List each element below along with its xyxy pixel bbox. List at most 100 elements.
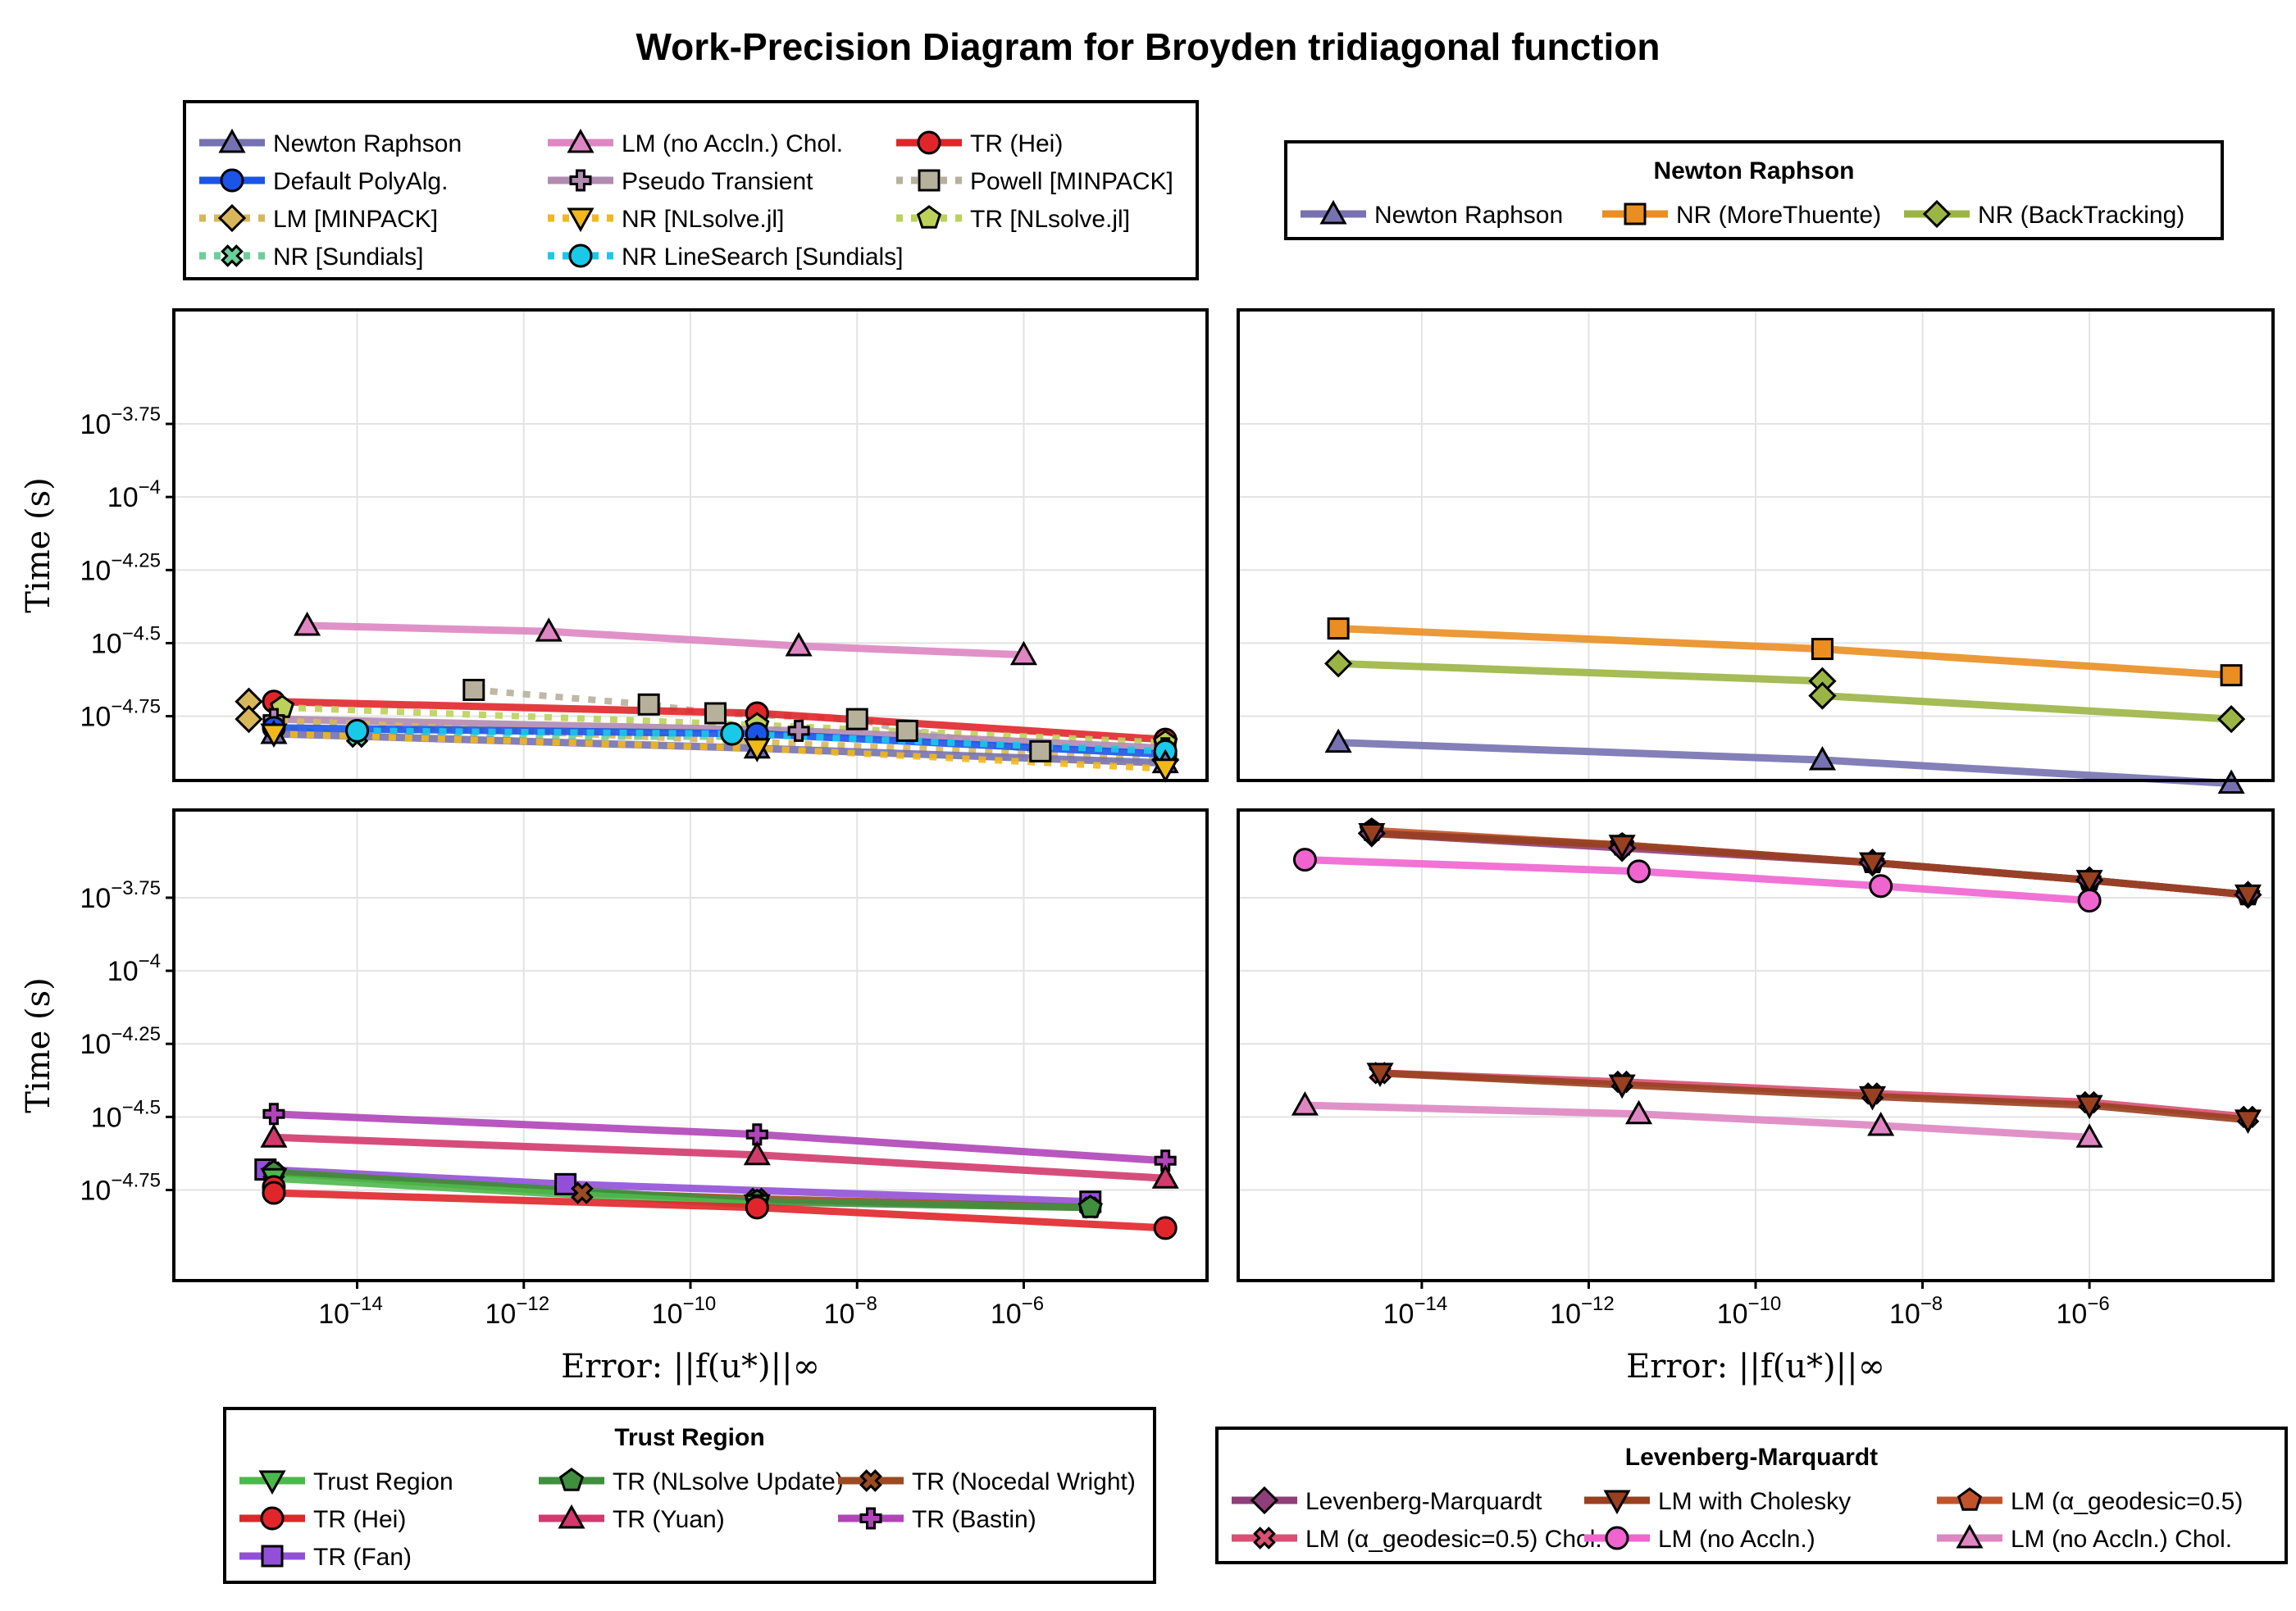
data-point-tr-nocedal-wright bbox=[571, 1181, 594, 1204]
data-point-powell-minpack bbox=[1029, 740, 1052, 762]
legend-main: Newton Raphson LM (no Accln.) Chol. TR (He… bbox=[183, 100, 1199, 280]
legend-item-nr-sundials: NR [Sundials] bbox=[199, 243, 423, 271]
data-point-powell-minpack bbox=[895, 719, 918, 742]
legend-marker-nr-morethuente bbox=[1624, 203, 1647, 225]
data-point-tr-bastin bbox=[262, 1103, 285, 1126]
data-point-lm-with-cholesky-chol bbox=[2075, 1094, 2103, 1120]
legend-item-nr-linesearch-sundials: NR LineSearch [Sundials] bbox=[548, 243, 904, 271]
x-axis-label: Error: ||f(u*)||∞ bbox=[561, 1348, 820, 1386]
legend-marker-tr-nlsolve-update bbox=[558, 1468, 585, 1491]
data-point-newton-raphson bbox=[1808, 745, 1836, 771]
legend-marker-lm-geodesic-0-5 bbox=[1957, 1487, 1983, 1511]
legend-item-tr-nlsolve-jl: TR [NLsolve.jl] bbox=[896, 205, 1130, 233]
data-point-lm-with-cholesky bbox=[1608, 835, 1636, 859]
series-line-tr-yuan bbox=[273, 1133, 1166, 1182]
panel-bottom-right: 10−14 10−12 10−10 10−8 10−6 Error: ||f(u*)||∞ bbox=[1237, 808, 2275, 1386]
data-point-lm-no-accln-chol bbox=[1291, 1091, 1319, 1116]
legend-marker-lm-no-accln-chol bbox=[1956, 1523, 1984, 1549]
data-point-lm-no-accln-chol bbox=[1009, 640, 1038, 666]
data-point-tr-yuan bbox=[743, 1140, 771, 1166]
y-tick-label: 10−4 bbox=[107, 950, 161, 987]
legend-label: TR (Hei) bbox=[313, 1506, 406, 1533]
y-tick-label: 10−4 bbox=[107, 476, 161, 513]
legend-item-trust-region: Trust Region bbox=[239, 1468, 453, 1495]
data-point-tr-hei bbox=[262, 1181, 286, 1205]
y-tick-label: 10−4.25 bbox=[80, 549, 161, 586]
legend-item-tr-nlsolve-update: TR (NLsolve Update) bbox=[539, 1468, 844, 1495]
y-axis-label: Time (s) bbox=[20, 477, 57, 613]
legend-frame bbox=[1284, 140, 2224, 240]
legend-label: LM (no Accln.) Chol. bbox=[2011, 1526, 2232, 1553]
y-tick-label: 10−4.25 bbox=[80, 1023, 161, 1060]
legend-item-newton-raphson: Newton Raphson bbox=[1301, 199, 1563, 229]
legend-label: NR [Sundials] bbox=[273, 243, 423, 271]
legend-item-tr-bastin: TR (Bastin) bbox=[838, 1506, 1036, 1533]
data-point-lm-no-accln-chol bbox=[1867, 1111, 1895, 1136]
data-point-lm-no-accln-chol bbox=[1624, 1099, 1653, 1125]
legend-marker-lm-no-accln bbox=[1605, 1526, 1629, 1550]
legend-item-tr-hei: TR (Hei) bbox=[896, 130, 1063, 157]
legend-label: Default PolyAlg. bbox=[273, 168, 448, 195]
legend-item-lm-minpack: LM [MINPACK] bbox=[199, 203, 438, 233]
legend-label: TR (Hei) bbox=[970, 130, 1063, 157]
data-point-newton-raphson bbox=[2217, 769, 2245, 794]
legend-item-lm-geodesic-0-5: LM (α_geodesic=0.5) bbox=[1937, 1487, 2243, 1515]
data-point-lm-with-cholesky-chol bbox=[1858, 1085, 1887, 1111]
series-line-nr-nlsolve-jl bbox=[273, 730, 1166, 772]
legend-marker-nr-nlsolve-jl bbox=[567, 207, 594, 233]
data-point-tr-yuan bbox=[1151, 1164, 1179, 1189]
legend-item-nr-nlsolve-jl: NR [NLsolve.jl] bbox=[548, 206, 784, 233]
x-axis-label: Error: ||f(u*)||∞ bbox=[1626, 1348, 1885, 1386]
x-tick-label: 10−6 bbox=[2056, 1293, 2109, 1330]
x-tick-label: 10−6 bbox=[991, 1293, 1044, 1330]
legend-title: Trust Region bbox=[614, 1424, 764, 1451]
data-point-nr-backtracking bbox=[1808, 681, 1837, 710]
data-point-lm-with-cholesky bbox=[2075, 870, 2103, 894]
legend-label: NR LineSearch [Sundials] bbox=[622, 243, 904, 271]
y-tick-label: 10−3.75 bbox=[80, 403, 161, 440]
legend-label: LM with Cholesky bbox=[1658, 1488, 1851, 1515]
data-point-lm-with-cholesky-chol bbox=[1608, 1074, 1636, 1099]
legend-frame bbox=[183, 100, 1199, 280]
series-line-lm-no-accln-chol bbox=[307, 621, 1024, 659]
data-point-pseudo-transient bbox=[787, 719, 810, 742]
legend-item-lm-geodesic-0-5-chol: LM (α_geodesic=0.5) Chol. bbox=[1232, 1526, 1602, 1553]
y-axis-label: Time (s) bbox=[20, 977, 57, 1113]
legend-marker-tr-yuan bbox=[558, 1504, 585, 1529]
series-line-nr-backtracking bbox=[1337, 659, 2232, 723]
y-tick-label: 10−3.75 bbox=[80, 877, 161, 914]
data-point-nr-nlsolve-jl bbox=[743, 738, 771, 762]
data-point-nr-linesearch-sundials bbox=[720, 721, 745, 746]
x-tick-label: 10−8 bbox=[824, 1293, 877, 1330]
legend-marker-nr-backtracking bbox=[1922, 199, 1952, 229]
legend-item-default-polyalg: Default PolyAlg. bbox=[199, 168, 448, 195]
legend-marker-lm-geodesic-0-5-chol bbox=[1253, 1527, 1276, 1550]
x-tick-label: 10−14 bbox=[318, 1293, 383, 1330]
legend-marker-nr-sundials bbox=[221, 244, 244, 267]
legend-marker-newton-raphson bbox=[1319, 199, 1347, 225]
legend-label: LM (α_geodesic=0.5) Chol. bbox=[1305, 1526, 1602, 1553]
data-point-tr-nlsolve-update bbox=[1077, 1195, 1103, 1218]
data-point-lm-with-cholesky bbox=[1358, 823, 1386, 848]
legend-item-pseudo-transient: Pseudo Transient bbox=[548, 168, 813, 195]
legend-label: NR (MoreThuente) bbox=[1676, 202, 1881, 229]
legend-label: Pseudo Transient bbox=[622, 168, 813, 195]
data-point-lm-no-accln-chol bbox=[294, 611, 321, 636]
data-point-powell-minpack bbox=[462, 678, 485, 701]
legend-marker-tr-nlsolve-jl bbox=[916, 205, 942, 229]
legend-item-lm-no-accln-chol: LM (no Accln.) Chol. bbox=[1937, 1523, 2232, 1553]
data-point-newton-raphson bbox=[1324, 728, 1352, 753]
legend-item-nr-backtracking: NR (BackTracking) bbox=[1904, 199, 2184, 229]
legend-label: Powell [MINPACK] bbox=[970, 168, 1173, 195]
data-point-lm-with-cholesky bbox=[1858, 852, 1887, 877]
x-tick-label: 10−10 bbox=[1717, 1293, 1782, 1330]
data-point-nr-linesearch-sundials bbox=[345, 718, 370, 743]
legend-marker-newton-raphson bbox=[218, 128, 246, 153]
series-line-trust-region bbox=[273, 1174, 758, 1208]
legend-label: Trust Region bbox=[313, 1468, 453, 1495]
legend-marker-tr-fan bbox=[261, 1545, 284, 1568]
data-point-nr-morethuente bbox=[1811, 638, 1834, 661]
data-point-lm-no-accln-chol bbox=[2075, 1123, 2103, 1148]
legend-label: TR [NLsolve.jl] bbox=[970, 206, 1130, 233]
